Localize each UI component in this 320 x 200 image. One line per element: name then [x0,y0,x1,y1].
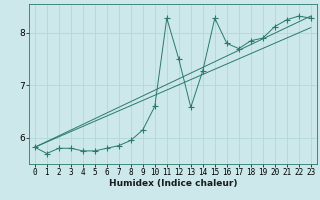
X-axis label: Humidex (Indice chaleur): Humidex (Indice chaleur) [108,179,237,188]
